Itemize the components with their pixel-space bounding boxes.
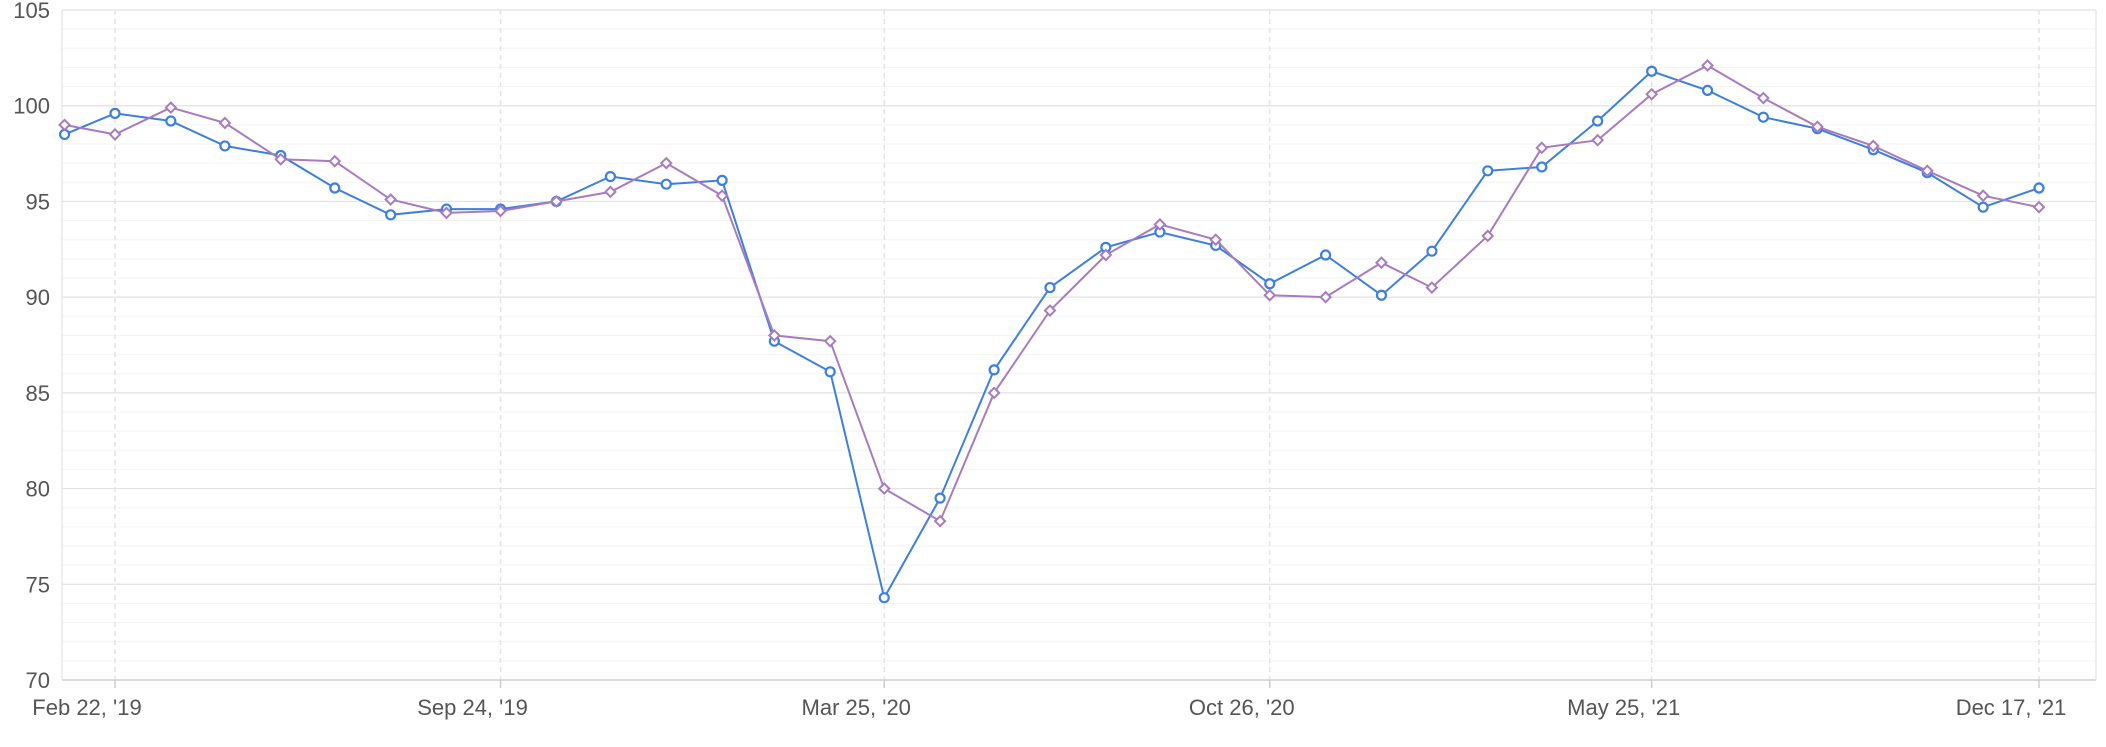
data-point — [767, 329, 781, 342]
data-point — [1976, 189, 1990, 203]
data-point — [384, 193, 398, 206]
data-point — [274, 152, 288, 166]
data-point — [440, 206, 453, 220]
data-point — [1756, 91, 1770, 105]
series-line — [64, 70, 2040, 601]
data-point — [109, 107, 121, 119]
data-point — [1319, 290, 1333, 304]
series-layer — [58, 59, 2046, 604]
x-tick-label: Dec 17, '21 — [1956, 695, 2067, 720]
data-point — [1591, 133, 1605, 147]
data-point — [219, 140, 231, 152]
data-point — [1757, 111, 1769, 123]
y-tick-label: 95 — [26, 189, 50, 214]
data-point — [1263, 288, 1277, 302]
data-point — [1320, 249, 1332, 261]
data-point — [1701, 59, 1714, 72]
data-point — [1701, 84, 1714, 97]
data-point — [58, 128, 71, 141]
data-point — [2033, 182, 2045, 194]
series-1 — [58, 65, 2045, 604]
data-point — [1811, 120, 1824, 134]
data-point — [1536, 161, 1548, 173]
data-point — [604, 170, 617, 183]
x-tick-label: Sep 24, '19 — [417, 695, 528, 720]
x-tick-label: Feb 22, '19 — [32, 695, 141, 720]
data-point — [58, 118, 71, 132]
data-point — [1153, 217, 1167, 231]
data-point — [1043, 304, 1057, 317]
data-point — [1977, 201, 1989, 213]
data-point — [603, 185, 617, 199]
data-point — [328, 154, 342, 168]
y-tick-label: 70 — [26, 668, 50, 693]
data-point — [385, 209, 397, 221]
data-point — [1375, 289, 1388, 301]
data-point — [716, 174, 728, 186]
y-tick-label: 100 — [13, 94, 50, 119]
data-point — [877, 482, 891, 495]
data-point — [218, 116, 232, 130]
y-tick-label: 105 — [13, 0, 50, 23]
y-tick-label: 75 — [26, 572, 50, 597]
major-gridlines — [62, 9, 2096, 585]
data-point — [329, 182, 341, 194]
data-point — [1426, 245, 1438, 257]
data-point — [987, 386, 1001, 400]
data-point — [934, 492, 946, 504]
series-line — [64, 64, 2040, 523]
data-point — [933, 514, 947, 528]
data-point — [1646, 65, 1658, 77]
vertical-gridlines — [114, 10, 2040, 688]
data-point — [1482, 165, 1494, 177]
data-point — [164, 101, 178, 115]
data-point — [988, 364, 1000, 376]
x-tick-label: May 25, '21 — [1567, 695, 1680, 720]
data-point — [1592, 115, 1604, 127]
data-point — [1535, 141, 1549, 155]
data-point — [1375, 256, 1388, 270]
x-axis-tick-labels: Feb 22, '19 Sep 24, '19 Mar 25, '20 Oct 26,… — [32, 695, 2066, 720]
data-point — [549, 195, 563, 208]
y-tick-label: 80 — [26, 477, 50, 502]
axes — [61, 10, 2097, 681]
data-point — [1099, 248, 1113, 262]
data-point — [824, 366, 836, 378]
data-point — [1044, 281, 1056, 294]
data-point — [1209, 233, 1223, 247]
data-point — [108, 128, 122, 141]
data-point — [1645, 87, 1659, 101]
minor-gridlines — [62, 28, 2096, 662]
data-point — [1866, 139, 1880, 153]
data-point — [494, 204, 507, 218]
data-point — [165, 115, 177, 127]
y-tick-label: 90 — [26, 285, 50, 310]
data-point — [2032, 200, 2046, 214]
x-tick-label: Mar 25, '20 — [802, 695, 911, 720]
x-tick-label: Oct 26, '20 — [1189, 695, 1295, 720]
data-point — [1264, 278, 1276, 290]
y-axis-tick-labels: 70 75 80 85 90 95 100 105 — [13, 0, 50, 693]
data-point — [823, 334, 837, 348]
y-tick-label: 85 — [26, 381, 50, 406]
data-point — [660, 178, 672, 190]
series-2 — [58, 59, 2046, 528]
data-point — [1425, 281, 1439, 294]
data-point — [878, 592, 890, 604]
data-point — [1481, 229, 1495, 243]
data-point — [1920, 164, 1934, 178]
data-point — [715, 189, 729, 203]
data-point — [659, 156, 673, 170]
